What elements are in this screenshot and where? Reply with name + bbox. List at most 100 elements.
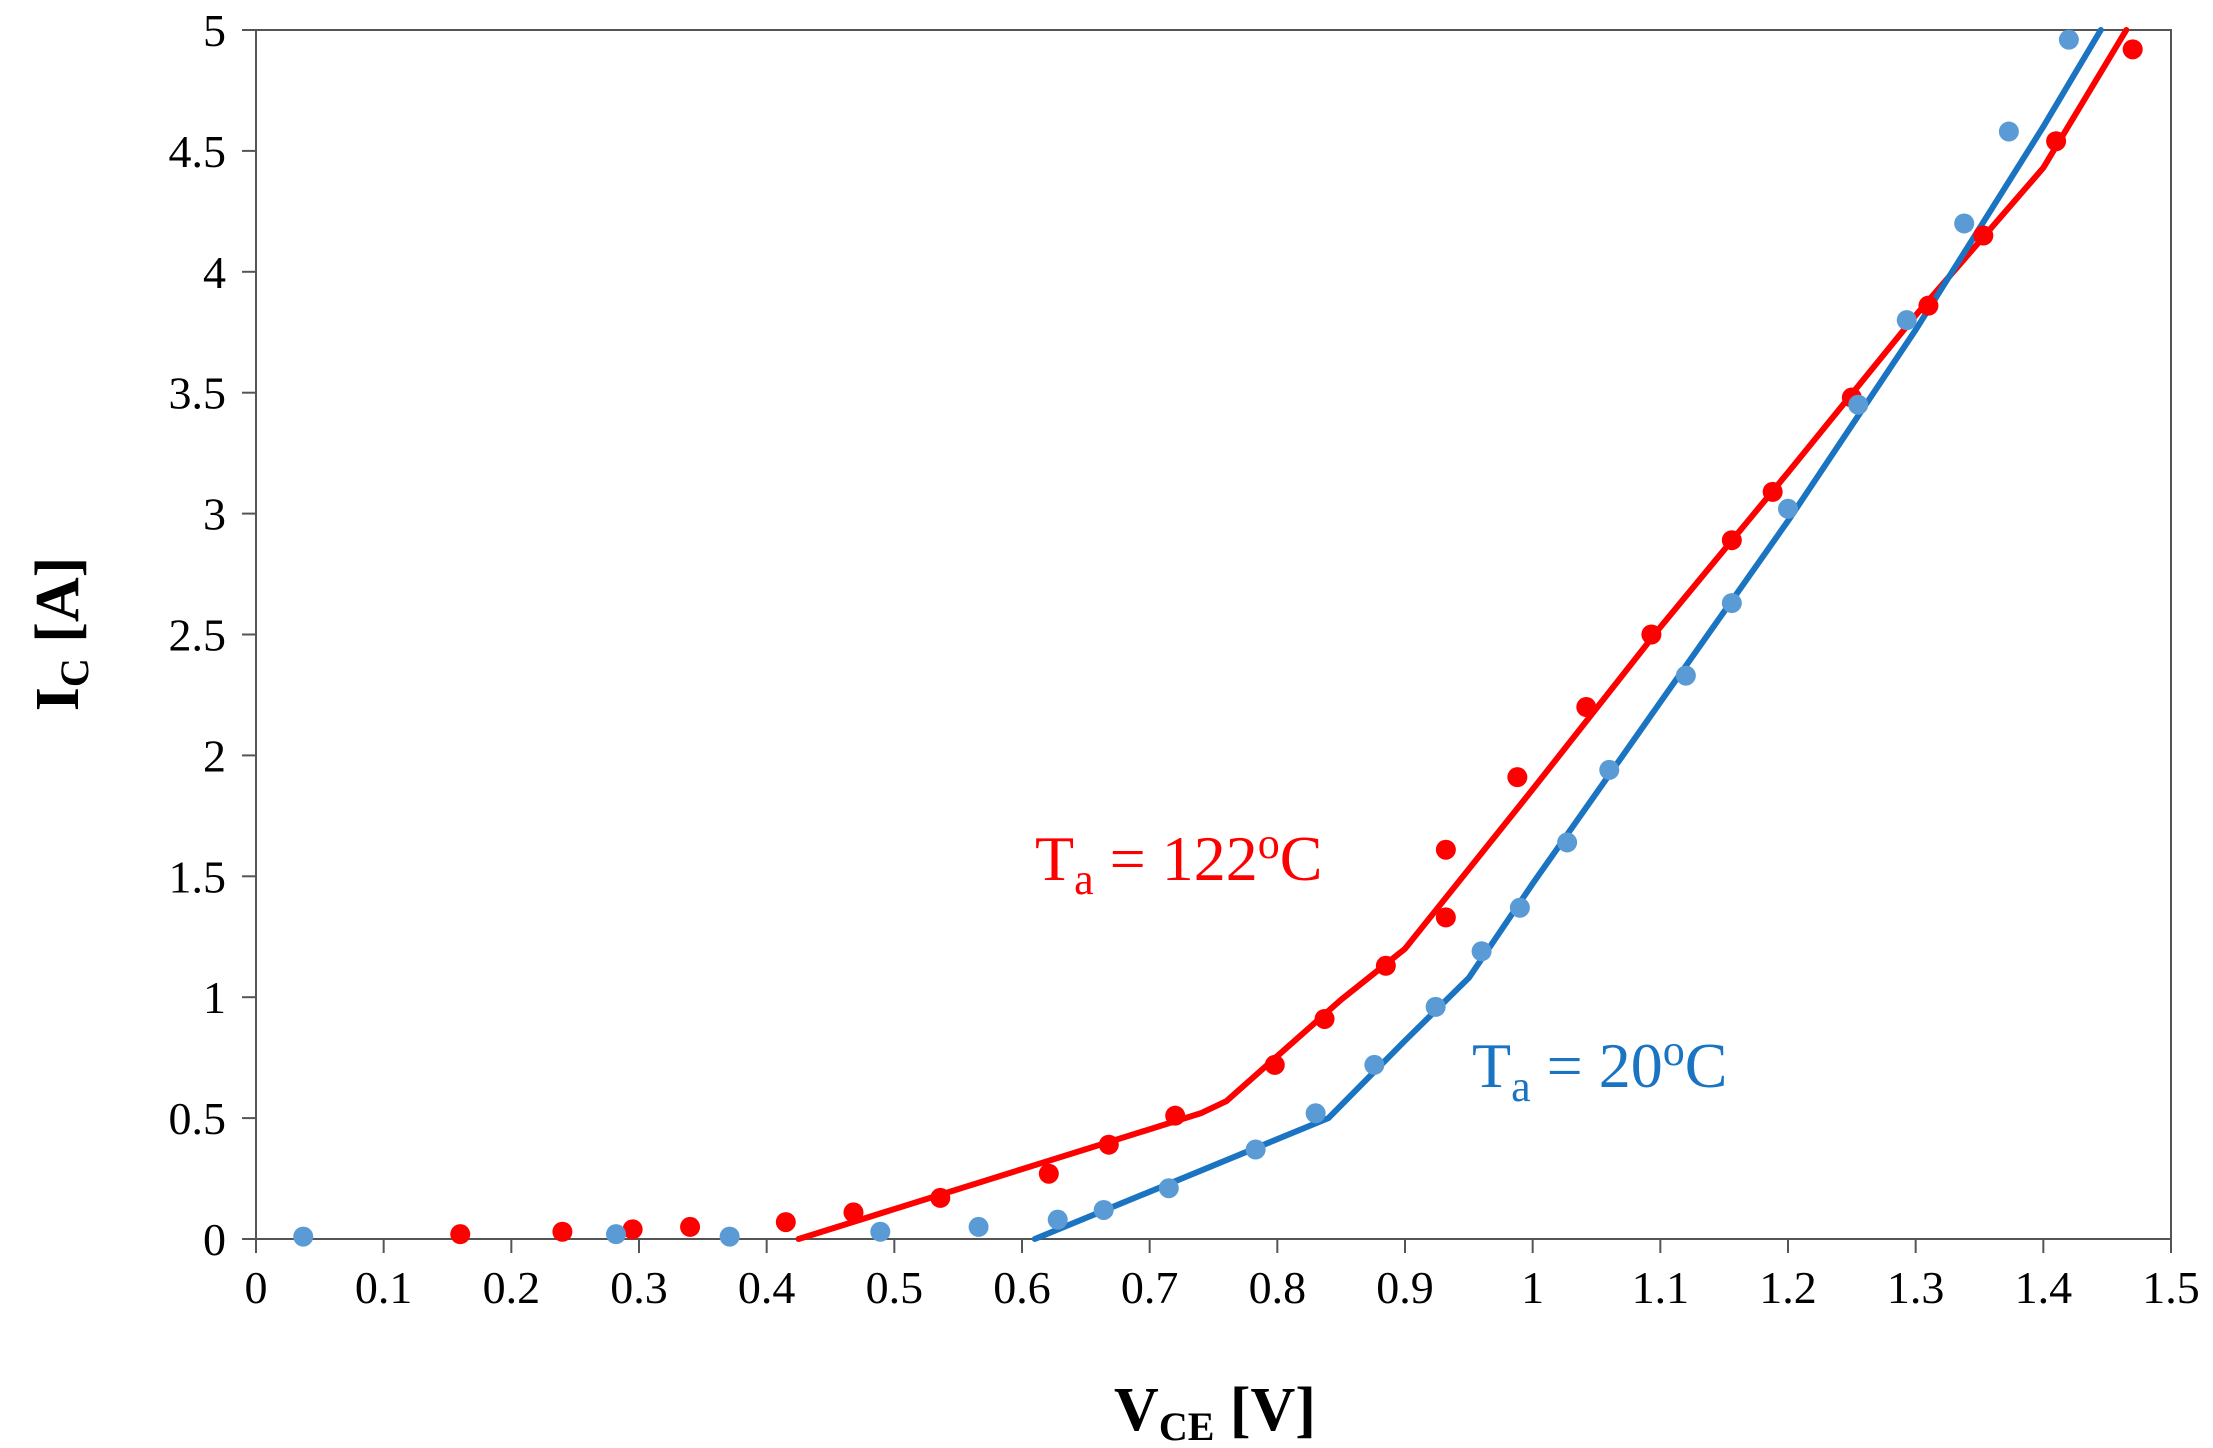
annotation-20c-end: C (1685, 1030, 1728, 1101)
annotation-122c-text: = 122 (1094, 823, 1258, 894)
x-axis: 0 0.1 0.2 0.3 0.4 0.5 0.6 0.7 0.8 0.9 1 1.1 1.2 1.3 1.… (245, 1239, 2200, 1313)
data-point-series-1 (1848, 394, 1869, 415)
data-point-series-1 (606, 1224, 627, 1245)
data-point-series-0 (1098, 1134, 1119, 1155)
annotation-20c-text: = 20 (1531, 1030, 1663, 1101)
y-axis-title: IC [A] (24, 557, 97, 712)
data-point-series-1 (1305, 1103, 1326, 1124)
data-point-series-1 (1093, 1199, 1114, 1220)
x-tick-label: 1.5 (2142, 1262, 2200, 1313)
x-axis-title-sub: CE (1159, 1404, 1215, 1448)
x-tick-label: 0.7 (1121, 1262, 1179, 1313)
data-point-series-1 (1557, 832, 1578, 853)
x-tick-label: 1.2 (1759, 1262, 1817, 1313)
x-tick-label: 1.3 (1887, 1262, 1945, 1313)
annotation-122c-main: T (1035, 823, 1074, 894)
y-axis-title-sub: C (52, 658, 97, 687)
data-point-series-1 (870, 1221, 891, 1242)
data-point-series-0 (2122, 39, 2143, 60)
data-point-series-0 (1038, 1163, 1059, 1184)
data-point-series-1 (1599, 759, 1620, 780)
x-tick-label: 0.5 (866, 1262, 924, 1313)
data-point-series-1 (1047, 1209, 1068, 1230)
x-tick-label: 1.1 (1632, 1262, 1690, 1313)
data-point-series-0 (1507, 767, 1528, 788)
data-point-series-0 (1641, 624, 1662, 645)
x-axis-title-main: V (1114, 1376, 1159, 1444)
y-tick-label: 1 (203, 972, 226, 1023)
x-tick-label: 0.8 (1249, 1262, 1307, 1313)
data-point-series-1 (1509, 897, 1530, 918)
plot-area-frame (255, 29, 2172, 1240)
y-axis-title-unit: [A] (24, 557, 92, 659)
data-point-series-0 (552, 1221, 573, 1242)
data-point-series-0 (2046, 131, 2067, 152)
data-point-series-0 (1762, 481, 1783, 502)
y-tick-label: 2 (203, 730, 226, 781)
y-axis: 0 0.5 1 1.5 2 2.5 3 3.5 4 4.5 5 (169, 5, 256, 1265)
data-point-series-0 (1918, 295, 1939, 316)
y-tick-label: 0.5 (169, 1093, 227, 1144)
annotation-20c-main: T (1472, 1030, 1511, 1101)
x-tick-label: 0.4 (738, 1262, 796, 1313)
data-point-series-1 (1245, 1139, 1266, 1160)
data-point-series-0 (843, 1202, 864, 1223)
data-points (293, 29, 2143, 1247)
x-tick-label: 0 (245, 1262, 268, 1313)
data-point-series-1 (1471, 941, 1492, 962)
data-point-series-1 (1675, 665, 1696, 686)
annotation-122c: Ta = 122oC (1035, 819, 1322, 904)
data-point-series-0 (450, 1224, 471, 1245)
data-point-series-1 (1778, 498, 1798, 519)
y-tick-label: 0 (203, 1214, 226, 1265)
y-tick-label: 5 (203, 5, 226, 56)
annotation-20c-sub: a (1511, 1062, 1531, 1111)
x-tick-label: 1.4 (2015, 1262, 2073, 1313)
data-point-series-0 (1375, 955, 1396, 976)
fit-line-series-0 (795, 27, 2130, 1242)
y-tick-label: 1.5 (169, 851, 227, 902)
data-point-series-0 (1165, 1105, 1186, 1126)
data-point-series-1 (1158, 1178, 1179, 1199)
y-tick-label: 4.5 (169, 126, 227, 177)
y-tick-label: 4 (203, 247, 226, 298)
fit-lines (795, 27, 2130, 1242)
data-point-series-1 (1425, 996, 1446, 1017)
annotation-20c: Ta = 20oC (1472, 1026, 1727, 1111)
annotation-122c-sub: a (1074, 855, 1094, 904)
data-point-series-0 (1973, 225, 1994, 246)
x-axis-title: VCE [V] (1114, 1376, 1316, 1448)
data-point-series-0 (1721, 530, 1742, 551)
data-point-series-1 (1364, 1054, 1385, 1075)
y-tick-label: 3.5 (169, 368, 227, 419)
data-point-series-1 (1721, 593, 1742, 614)
data-point-series-1 (1896, 310, 1917, 331)
x-tick-label: 0.9 (1376, 1262, 1434, 1313)
x-axis-title-unit: [V] (1214, 1376, 1316, 1444)
data-point-series-0 (1576, 697, 1597, 718)
y-tick-label: 3 (203, 489, 226, 540)
data-point-series-1 (1954, 213, 1975, 234)
x-tick-label: 1 (1521, 1262, 1544, 1313)
annotation-122c-sup: o (1258, 819, 1280, 868)
x-tick-label: 0.3 (610, 1262, 668, 1313)
data-point-series-0 (775, 1212, 796, 1233)
data-point-series-0 (680, 1216, 701, 1237)
data-point-series-1 (293, 1226, 314, 1247)
data-point-series-0 (1435, 907, 1456, 928)
data-point-series-0 (1314, 1008, 1335, 1029)
annotation-20c-sup: o (1663, 1026, 1685, 1075)
x-tick-label: 0.1 (355, 1262, 413, 1313)
annotation-122c-end: C (1280, 823, 1323, 894)
data-point-series-0 (930, 1187, 951, 1208)
data-point-series-0 (1435, 839, 1456, 860)
y-tick-label: 2.5 (169, 610, 227, 661)
data-point-series-0 (622, 1219, 643, 1240)
data-point-series-1 (1998, 121, 2019, 142)
x-tick-label: 0.2 (483, 1262, 541, 1313)
y-axis-title-main: I (24, 687, 92, 711)
data-point-series-1 (719, 1226, 740, 1247)
data-point-series-0 (1264, 1054, 1285, 1075)
x-tick-label: 0.6 (993, 1262, 1051, 1313)
